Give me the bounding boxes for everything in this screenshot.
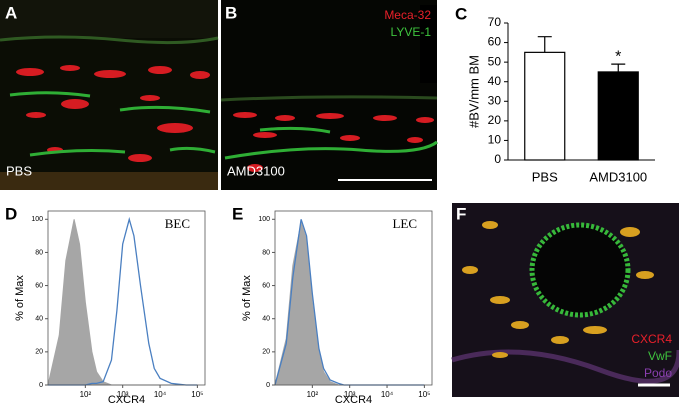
panel-label: C xyxy=(455,4,467,23)
y-tick-label: 40 xyxy=(488,74,502,88)
image-caption: AMD3100 xyxy=(227,163,285,178)
y-axis-label: % of Max xyxy=(14,275,26,321)
y-tick-label: 0 xyxy=(266,382,270,389)
error-bar xyxy=(537,36,552,53)
y-tick-label: 20 xyxy=(35,349,43,356)
x-axis-label: CXCR4 xyxy=(108,394,145,406)
y-axis-label: #BV/mm BM xyxy=(466,55,481,128)
y-tick-label: 60 xyxy=(262,282,270,289)
y-tick-label: 100 xyxy=(31,216,43,223)
legend-entry: LYVE-1 xyxy=(391,25,432,39)
x-tick-label: 10⁵ xyxy=(418,390,430,399)
plot-frame xyxy=(47,210,206,386)
y-axis-label: % of Max xyxy=(241,275,253,321)
x-tick-label: 10⁴ xyxy=(381,390,394,399)
y-tick-label: 100 xyxy=(258,216,270,223)
y-tick-label: 30 xyxy=(488,93,502,107)
chart-title: BEC xyxy=(165,216,190,231)
y-tick-label: 70 xyxy=(488,15,502,29)
error-bar xyxy=(611,63,626,72)
panel-label: A xyxy=(5,3,17,22)
x-tick-label: 10³ xyxy=(117,390,129,399)
legend-entry: VwF xyxy=(648,349,672,363)
x-tick-label: 10² xyxy=(307,390,319,399)
x-tick-label: 10³ xyxy=(344,390,356,399)
x-tick-label: 10⁴ xyxy=(154,390,167,399)
annotation: * xyxy=(615,48,621,65)
legend-entry: CXCR4 xyxy=(631,332,672,346)
y-tick-label: 60 xyxy=(488,35,502,49)
y-tick-label: 40 xyxy=(35,316,43,323)
legend-entry: Podo xyxy=(644,366,672,380)
y-tick-label: 40 xyxy=(262,316,270,323)
bar xyxy=(524,51,566,161)
panel-label: B xyxy=(225,3,237,22)
y-tick-label: 10 xyxy=(488,133,502,147)
y-tick-label: 60 xyxy=(35,282,43,289)
y-tick-label: 80 xyxy=(35,249,43,256)
plot-frame xyxy=(274,210,433,386)
x-tick-label: 10² xyxy=(80,390,92,399)
micrograph-a: PBS A xyxy=(0,0,219,190)
panel-label: E xyxy=(232,204,243,223)
panel-label: D xyxy=(5,204,17,223)
x-tick-label: PBS xyxy=(532,169,558,184)
x-axis-label: CXCR4 xyxy=(335,394,372,406)
y-tick-label: 20 xyxy=(488,113,502,127)
chart-title: LEC xyxy=(392,216,417,231)
x-tick-label: AMD3100 xyxy=(589,169,647,184)
y-tick-label: 20 xyxy=(262,349,270,356)
panel-label: F xyxy=(456,204,466,223)
image-caption: PBS xyxy=(6,163,32,178)
x-tick-label: 10⁵ xyxy=(191,390,203,399)
y-tick-label: 0 xyxy=(494,152,501,166)
y-tick-label: 0 xyxy=(39,382,43,389)
y-tick-label: 50 xyxy=(488,54,502,68)
micrograph-f: F CXCR4 VwF Podo xyxy=(451,203,679,397)
y-tick-label: 80 xyxy=(262,249,270,256)
micrograph-b: AMD3100 B Meca-32 LYVE-1 xyxy=(220,0,438,190)
legend-entry: Meca-32 xyxy=(384,8,431,22)
bar xyxy=(597,71,639,161)
